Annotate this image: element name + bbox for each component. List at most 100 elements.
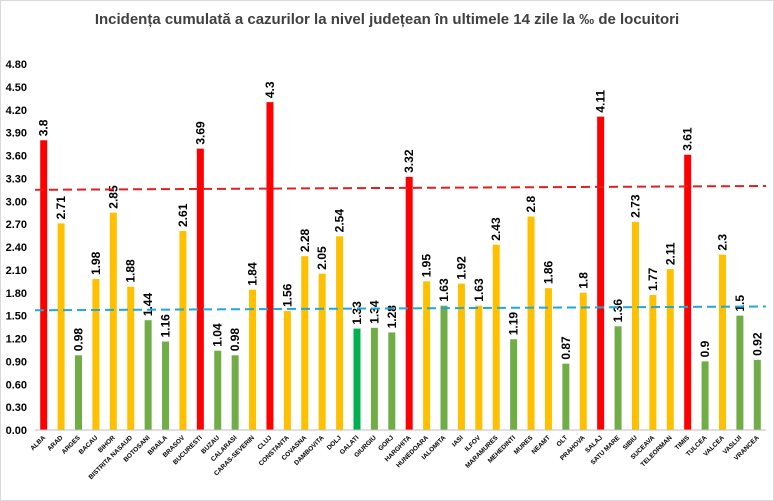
bar (440, 305, 448, 430)
bar (196, 148, 204, 430)
bar (301, 256, 309, 430)
data-label: 3.32 (402, 149, 416, 173)
bar (231, 355, 239, 430)
reference-line (34, 305, 767, 312)
bar (736, 315, 744, 430)
data-label: 2.73 (628, 194, 642, 218)
x-tick-label: TELEORMAN (640, 434, 674, 468)
bar (684, 154, 692, 431)
bar (649, 295, 657, 430)
data-label: 2.43 (489, 217, 503, 241)
data-label: 1.16 (159, 314, 173, 338)
y-tick-label: 2.40 (6, 242, 27, 254)
bar (753, 359, 761, 430)
y-tick-label: 0.00 (6, 425, 27, 437)
data-label: 1.77 (646, 267, 660, 291)
data-label: 1.86 (541, 260, 555, 284)
y-tick-label: 0.30 (6, 402, 27, 414)
data-label: 1.63 (437, 278, 451, 302)
data-label: 0.98 (72, 328, 86, 352)
bar (75, 355, 83, 430)
data-label: 1.19 (507, 312, 521, 336)
y-tick-label: 3.60 (6, 151, 27, 163)
bar (40, 140, 48, 430)
data-label: 1.56 (280, 283, 294, 307)
bar (614, 326, 622, 430)
data-label: 1.33 (350, 301, 364, 325)
y-tick-label: 0.60 (6, 379, 27, 391)
chart-title: Incidența cumulată a cazurilor la nivel … (95, 11, 679, 28)
data-label: 1.36 (611, 299, 625, 323)
y-tick-label: 4.50 (6, 82, 27, 94)
y-tick-label: 1.50 (6, 311, 27, 323)
data-label: 2.05 (315, 246, 329, 270)
data-label: 3.8 (37, 119, 51, 136)
y-tick-label: 1.80 (6, 288, 27, 300)
bar (109, 212, 117, 430)
data-label: 4.11 (594, 90, 608, 113)
bar (562, 363, 570, 430)
bar (92, 279, 100, 430)
bar (318, 273, 326, 430)
data-label: 0.92 (750, 332, 764, 356)
bar (701, 361, 709, 430)
y-tick-label: 1.20 (6, 334, 27, 346)
y-axis: 0.00 0.30 0.60 0.90 1.20 1.50 1.80 2.10 2.40 2.70… (6, 59, 27, 437)
bar (718, 254, 726, 430)
bar (597, 116, 605, 431)
data-label: 2.3 (715, 234, 729, 251)
data-label: 0.87 (559, 336, 573, 360)
x-tick-label: IASI (451, 434, 465, 448)
reference-lines (34, 185, 767, 312)
bar (283, 311, 291, 430)
data-label: 1.63 (472, 278, 486, 302)
bar (579, 292, 587, 430)
data-label: 3.69 (193, 121, 207, 145)
bar (214, 350, 222, 430)
data-label: 1.04 (211, 323, 225, 347)
data-label: 1.5 (733, 295, 747, 312)
x-tick-label: OLT (555, 434, 569, 448)
y-tick-label: 2.10 (6, 265, 27, 277)
reference-line (34, 185, 767, 191)
y-tick-label: 0.90 (6, 356, 27, 368)
data-label: 1.95 (420, 254, 434, 278)
bar (57, 223, 65, 430)
data-label: 1.84 (246, 262, 260, 286)
data-label: 1.88 (124, 259, 138, 283)
x-tick-label: ALBA (29, 434, 47, 452)
data-label: 4.3 (263, 81, 277, 98)
data-label: 2.61 (176, 203, 190, 227)
bar (544, 288, 552, 430)
bar (127, 286, 135, 430)
y-tick-label: 4.80 (6, 59, 27, 71)
bar (144, 320, 152, 430)
bar (336, 236, 344, 430)
bar (631, 221, 639, 430)
data-label: 2.85 (106, 185, 120, 209)
bar (666, 269, 674, 430)
bar (370, 327, 378, 430)
data-label: 1.98 (89, 251, 103, 275)
y-tick-label: 3.90 (6, 128, 27, 140)
bar (249, 289, 257, 430)
bar (527, 216, 535, 430)
bar (388, 332, 396, 430)
bar (475, 305, 483, 430)
bar (510, 339, 518, 430)
bar (405, 176, 413, 430)
x-tick-label: BACAU (78, 434, 100, 456)
bar (457, 283, 465, 430)
bar (266, 102, 274, 430)
bar (162, 341, 170, 430)
data-label: 1.92 (454, 256, 468, 280)
y-tick-label: 3.00 (6, 196, 27, 208)
y-tick-label: 3.30 (6, 173, 27, 185)
bars (40, 102, 761, 431)
y-tick-label: 4.20 (6, 105, 27, 117)
x-tick-label: NEAMT (531, 434, 552, 455)
data-label: 1.34 (367, 300, 381, 324)
data-label: 1.28 (385, 305, 399, 329)
